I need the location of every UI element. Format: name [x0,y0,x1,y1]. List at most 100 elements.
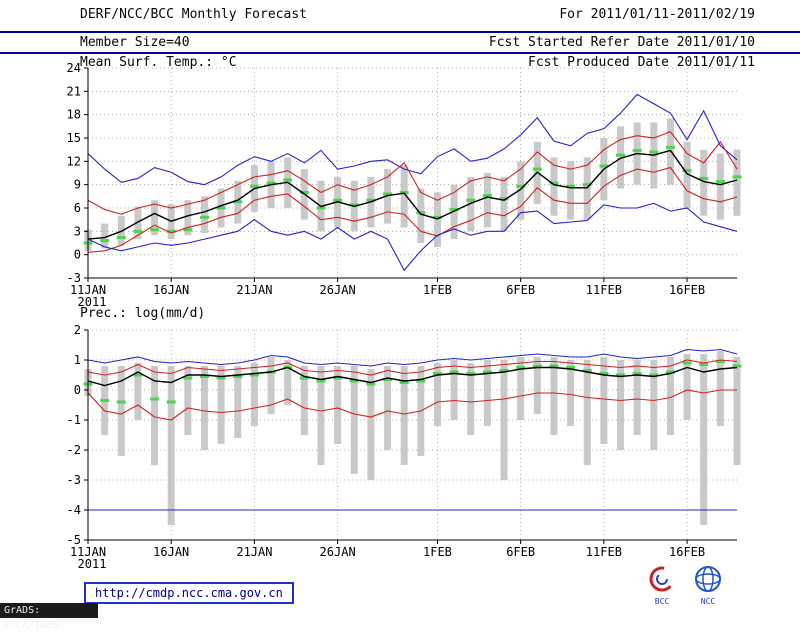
ensemble-spread [467,176,475,232]
x-tick-label: 1FEB [423,283,452,297]
y-tick-label: 18 [67,108,81,122]
x-tick-label: 26JAN [320,283,356,297]
ensemble-spread [700,354,708,525]
ensemble-median [732,364,742,368]
forecast-range-label: For 2011/01/11-2011/02/19 [559,7,755,22]
ensemble-spread [284,360,292,405]
x-tick-label: 16JAN [153,545,189,559]
ensemble-median [715,360,725,363]
ensemble-median [632,372,642,375]
y-tick-label: -5 [67,533,81,547]
ensemble-median [399,381,409,384]
x-tick-label: 1FEB [423,545,452,559]
ensemble-spread [583,360,591,465]
ensemble-spread [317,366,325,465]
ensemble-median [349,379,359,383]
bcc-logo-icon [649,566,675,592]
ensemble-median [715,180,725,184]
x-tick-label: 16JAN [153,283,189,297]
ensemble-median [582,183,592,187]
x-tick-label: 21JAN [236,545,272,559]
x-tick-label: 11FEB [586,545,622,559]
y-tick-label: 9 [74,178,81,192]
ensemble-spread [400,165,408,228]
ensemble-median [399,190,409,194]
ensemble-spread [500,360,508,480]
bcc-logo: BCC [642,565,682,606]
ensemble-spread [167,366,175,525]
y-tick-label: 6 [74,201,81,215]
ensemble-spread [617,126,625,189]
ensemble-median [366,198,376,202]
ensemble-mean-line [87,366,738,387]
ensemble-median [566,184,576,188]
ensemble-spread [666,357,674,435]
ensemble-median [566,366,576,369]
ensemble-spread [700,149,708,216]
ensemble-median [383,378,393,381]
ensemble-median [549,364,559,368]
ensemble-spread [716,351,724,426]
ensemble-median [150,397,160,401]
ensemble-spread [334,366,342,444]
ensemble-spread [117,366,125,456]
ensemble-median [432,215,442,219]
ensemble-spread [683,141,691,208]
grads-credit-badge: GrADS: COLA/IGES [0,603,98,631]
ensemble-median [665,145,675,149]
ensemble-spread [134,363,142,420]
ensemble-mean-line [87,149,738,240]
page-title: DERF/NCC/BCC Monthly Forecast [80,7,307,22]
ensemble-min-line [87,202,738,272]
ensemble-spread [433,363,441,426]
ensemble-median [166,229,176,233]
ensemble-spread [683,354,691,420]
ensemble-spread [384,169,392,224]
ensemble-median [516,366,526,369]
ensemble-spread [733,357,741,465]
ensemble-spread [650,360,658,450]
ensemble-median [249,373,259,377]
ensemble-median [199,215,209,219]
ensemble-median [116,236,126,240]
y-tick-label: -4 [67,503,81,517]
prec-panel-title: Prec.: log(mm/d) [80,306,206,321]
ensemble-spread [151,200,159,236]
ensemble-median [499,197,509,201]
ensemble-median [682,361,692,365]
y-tick-label: 21 [67,84,81,98]
ensemble-median [316,379,326,383]
ensemble-median [616,373,626,377]
y-tick-label: 1 [74,353,81,367]
ensemble-median [333,198,343,202]
ensemble-spread [350,366,358,474]
bcc-logo-label: BCC [654,597,670,606]
ensemble-spread [450,360,458,420]
ensemble-median [216,376,226,380]
ensemble-median [699,363,709,366]
y-tick-label: 0 [74,383,81,397]
ensemble-median [449,370,459,374]
ensemble-median [649,373,659,377]
ensemble-median [665,370,675,374]
ensemble-median [283,178,293,182]
ensemble-spread [450,184,458,240]
y-tick-label: 12 [67,154,81,168]
ensemble-median [449,208,459,212]
ensemble-max-line [87,93,738,186]
y-tick-label: -2 [67,443,81,457]
y-tick-label: -3 [67,271,81,285]
ensemble-spread [716,153,724,220]
ensemble-median [199,375,209,378]
ensemble-median [466,372,476,375]
ensemble-spread [733,149,741,216]
ensemble-spread [417,188,425,243]
ensemble-median [732,175,742,179]
ensemble-spread [184,200,192,236]
x-tick-label: 6FEB [506,283,535,297]
ensemble-median [482,370,492,374]
ensemble-spread [633,360,641,435]
ensemble-spread [200,366,208,450]
ensemble-spread [550,157,558,216]
